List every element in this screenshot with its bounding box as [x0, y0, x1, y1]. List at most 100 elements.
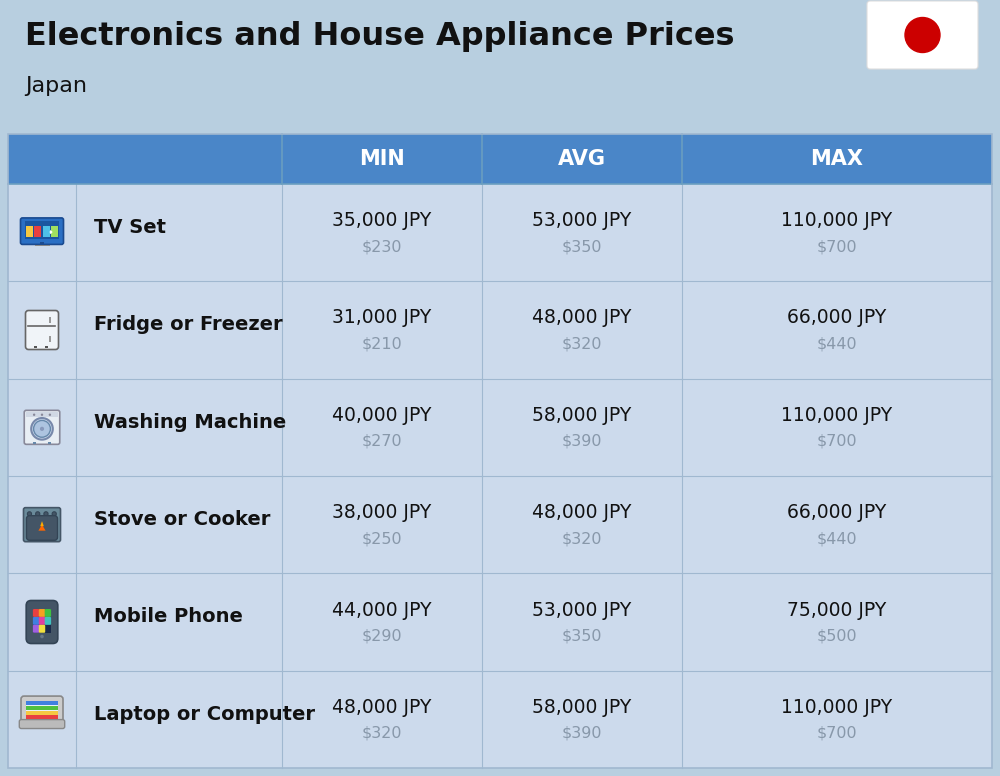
- FancyBboxPatch shape: [867, 1, 978, 69]
- Text: $320: $320: [562, 337, 602, 352]
- Text: $390: $390: [562, 726, 602, 741]
- FancyBboxPatch shape: [21, 696, 63, 725]
- Text: $350: $350: [562, 629, 602, 643]
- Text: 31,000 JPY: 31,000 JPY: [332, 309, 432, 327]
- Bar: [8, 134, 992, 768]
- Polygon shape: [40, 521, 44, 526]
- Text: 58,000 JPY: 58,000 JPY: [532, 698, 632, 717]
- Circle shape: [52, 511, 56, 516]
- Bar: [8, 184, 992, 282]
- Text: MIN: MIN: [359, 149, 405, 169]
- Text: 40,000 JPY: 40,000 JPY: [332, 406, 432, 424]
- Bar: [51, 226, 58, 237]
- Bar: [25, 221, 59, 239]
- FancyBboxPatch shape: [39, 609, 45, 617]
- FancyBboxPatch shape: [24, 411, 60, 445]
- Text: AVG: AVG: [558, 149, 606, 169]
- Text: 48,000 JPY: 48,000 JPY: [532, 309, 632, 327]
- Bar: [26, 226, 33, 237]
- Circle shape: [905, 18, 940, 53]
- Text: Mobile Phone: Mobile Phone: [94, 608, 243, 626]
- Text: 66,000 JPY: 66,000 JPY: [787, 309, 887, 327]
- Text: 35,000 JPY: 35,000 JPY: [332, 211, 432, 230]
- Text: Washing Machine: Washing Machine: [94, 413, 286, 431]
- Text: $700: $700: [817, 726, 857, 741]
- Bar: [40, 242, 44, 245]
- Text: Stove or Cooker: Stove or Cooker: [94, 510, 270, 529]
- Bar: [43, 226, 50, 237]
- FancyBboxPatch shape: [33, 625, 39, 632]
- FancyBboxPatch shape: [20, 218, 64, 244]
- FancyBboxPatch shape: [19, 719, 65, 729]
- Text: $700: $700: [817, 239, 857, 255]
- Circle shape: [27, 511, 32, 516]
- Text: 66,000 JPY: 66,000 JPY: [787, 503, 887, 522]
- Bar: [33, 609, 51, 632]
- Bar: [8, 134, 992, 184]
- Circle shape: [41, 414, 43, 416]
- Circle shape: [40, 635, 44, 639]
- Text: $230: $230: [362, 239, 402, 255]
- Circle shape: [36, 511, 40, 516]
- Text: $270: $270: [362, 434, 402, 449]
- Bar: [26, 715, 58, 719]
- Bar: [26, 701, 58, 719]
- Text: Electronics and House Appliance Prices: Electronics and House Appliance Prices: [25, 21, 734, 52]
- Text: $390: $390: [562, 434, 602, 449]
- Text: Laptop or Computer: Laptop or Computer: [94, 705, 315, 724]
- Text: $500: $500: [817, 629, 857, 643]
- Text: $350: $350: [562, 239, 602, 255]
- Text: $250: $250: [362, 531, 402, 546]
- Circle shape: [34, 421, 50, 437]
- Text: 53,000 JPY: 53,000 JPY: [532, 211, 632, 230]
- Text: MAX: MAX: [811, 149, 864, 169]
- Text: 75,000 JPY: 75,000 JPY: [787, 601, 887, 619]
- Text: Japan: Japan: [25, 76, 87, 96]
- Text: 48,000 JPY: 48,000 JPY: [332, 698, 432, 717]
- Bar: [49, 317, 51, 324]
- Bar: [8, 573, 992, 670]
- FancyBboxPatch shape: [33, 617, 39, 625]
- Text: 44,000 JPY: 44,000 JPY: [332, 601, 432, 619]
- Text: TV Set: TV Set: [94, 218, 166, 237]
- FancyBboxPatch shape: [45, 617, 51, 625]
- Text: 53,000 JPY: 53,000 JPY: [532, 601, 632, 619]
- FancyBboxPatch shape: [33, 609, 39, 617]
- Text: $440: $440: [817, 337, 857, 352]
- FancyBboxPatch shape: [24, 508, 60, 542]
- Bar: [8, 282, 992, 379]
- Bar: [49, 335, 51, 341]
- Text: 58,000 JPY: 58,000 JPY: [532, 406, 632, 424]
- Text: $320: $320: [562, 531, 602, 546]
- Circle shape: [49, 414, 51, 416]
- Text: $290: $290: [362, 629, 402, 643]
- Bar: [8, 379, 992, 476]
- Text: $440: $440: [817, 531, 857, 546]
- Text: $700: $700: [817, 434, 857, 449]
- FancyBboxPatch shape: [39, 625, 45, 632]
- Bar: [45, 346, 48, 348]
- FancyBboxPatch shape: [26, 310, 58, 349]
- Text: 110,000 JPY: 110,000 JPY: [781, 406, 893, 424]
- Circle shape: [44, 511, 48, 516]
- Circle shape: [33, 414, 35, 416]
- Text: 110,000 JPY: 110,000 JPY: [781, 211, 893, 230]
- Text: 110,000 JPY: 110,000 JPY: [781, 698, 893, 717]
- FancyBboxPatch shape: [26, 601, 58, 643]
- Bar: [8, 670, 992, 768]
- FancyBboxPatch shape: [39, 617, 45, 625]
- Bar: [8, 476, 992, 573]
- Polygon shape: [38, 525, 46, 531]
- Text: Fridge or Freezer: Fridge or Freezer: [94, 316, 283, 334]
- FancyBboxPatch shape: [45, 609, 51, 617]
- Bar: [34, 346, 37, 348]
- Bar: [26, 711, 58, 715]
- Bar: [26, 412, 58, 417]
- Circle shape: [31, 418, 53, 440]
- Text: $210: $210: [362, 337, 402, 352]
- Bar: [34, 226, 41, 237]
- Text: 38,000 JPY: 38,000 JPY: [332, 503, 432, 522]
- Bar: [48, 442, 51, 445]
- Text: $320: $320: [362, 726, 402, 741]
- Bar: [33, 442, 36, 445]
